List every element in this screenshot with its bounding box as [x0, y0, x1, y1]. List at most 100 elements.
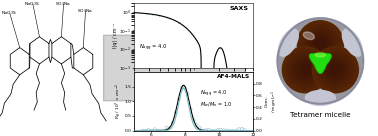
Ellipse shape — [279, 29, 298, 56]
Circle shape — [326, 60, 345, 79]
Circle shape — [318, 41, 323, 46]
Circle shape — [282, 23, 358, 99]
Circle shape — [311, 34, 330, 53]
Circle shape — [297, 61, 314, 78]
Circle shape — [289, 54, 322, 86]
Point — [169, 18, 175, 20]
Point — [191, 119, 197, 121]
Circle shape — [297, 38, 343, 84]
Circle shape — [284, 49, 327, 91]
Circle shape — [323, 58, 347, 82]
Point — [204, 85, 211, 88]
Circle shape — [297, 37, 344, 85]
Point — [223, 64, 229, 66]
Point — [141, 12, 147, 14]
Point — [139, 12, 145, 14]
Circle shape — [291, 32, 349, 90]
Circle shape — [298, 62, 313, 77]
Point — [217, 47, 223, 49]
Circle shape — [291, 31, 350, 91]
Circle shape — [290, 54, 321, 85]
Circle shape — [300, 23, 341, 64]
Point — [149, 14, 155, 16]
Point — [152, 13, 158, 15]
Circle shape — [313, 47, 358, 92]
Circle shape — [306, 29, 335, 58]
Circle shape — [295, 59, 316, 80]
Circle shape — [332, 66, 339, 74]
Point — [164, 127, 170, 129]
Circle shape — [302, 25, 339, 62]
Point — [227, 129, 233, 132]
Circle shape — [299, 22, 342, 66]
Circle shape — [307, 31, 333, 57]
Circle shape — [318, 52, 353, 87]
Point — [230, 86, 236, 88]
Point — [143, 13, 149, 15]
Point — [182, 86, 188, 89]
Point — [224, 129, 230, 132]
Circle shape — [295, 35, 346, 87]
Point — [162, 16, 168, 18]
Point — [239, 128, 245, 130]
Circle shape — [283, 47, 328, 92]
Point — [175, 22, 181, 24]
Circle shape — [284, 24, 357, 98]
Point — [179, 86, 185, 89]
FancyArrow shape — [104, 27, 246, 109]
Point — [203, 129, 209, 131]
Point — [206, 86, 212, 88]
Circle shape — [296, 60, 315, 79]
Point — [188, 108, 194, 110]
Circle shape — [288, 52, 323, 87]
Text: $N_{\rm agg}$ = 4.0: $N_{\rm agg}$ = 4.0 — [139, 43, 168, 53]
Circle shape — [329, 63, 342, 76]
Circle shape — [281, 22, 360, 101]
Point — [146, 129, 152, 131]
Point — [218, 128, 224, 131]
Point — [221, 129, 227, 131]
Y-axis label: $R_θ$ / 10$^7$ × cm$^{-1}$: $R_θ$ / 10$^7$ × cm$^{-1}$ — [113, 83, 123, 119]
Point — [213, 53, 219, 55]
Circle shape — [309, 33, 332, 55]
Text: NaO$_3$S: NaO$_3$S — [24, 0, 40, 8]
Point — [246, 86, 253, 88]
Point — [158, 129, 164, 132]
Circle shape — [308, 32, 333, 56]
Point — [173, 20, 179, 22]
Circle shape — [304, 45, 336, 77]
Circle shape — [299, 23, 341, 65]
Circle shape — [319, 54, 352, 86]
Point — [137, 12, 143, 14]
Y-axis label: I(q) / cm⁻¹: I(q) / cm⁻¹ — [113, 23, 118, 48]
Circle shape — [321, 55, 350, 84]
Point — [238, 86, 244, 88]
Circle shape — [301, 25, 339, 63]
Point — [230, 129, 236, 132]
Circle shape — [316, 50, 355, 89]
Point — [135, 11, 141, 13]
Circle shape — [279, 20, 362, 102]
Ellipse shape — [303, 32, 314, 40]
Point — [215, 129, 221, 131]
Point — [194, 124, 200, 126]
Circle shape — [324, 58, 347, 81]
Circle shape — [282, 47, 328, 93]
Ellipse shape — [342, 29, 362, 56]
Point — [143, 129, 149, 132]
Point — [200, 129, 206, 132]
Point — [196, 44, 202, 46]
Circle shape — [287, 51, 324, 88]
Circle shape — [312, 47, 358, 93]
Circle shape — [304, 28, 336, 60]
Circle shape — [313, 36, 328, 51]
Point — [170, 122, 176, 124]
Point — [249, 86, 255, 88]
Point — [221, 54, 227, 56]
Circle shape — [278, 18, 363, 104]
Text: SO$_3$Na: SO$_3$Na — [55, 0, 71, 8]
Circle shape — [293, 57, 318, 83]
Point — [212, 129, 218, 132]
Point — [236, 86, 242, 88]
Circle shape — [304, 27, 337, 61]
